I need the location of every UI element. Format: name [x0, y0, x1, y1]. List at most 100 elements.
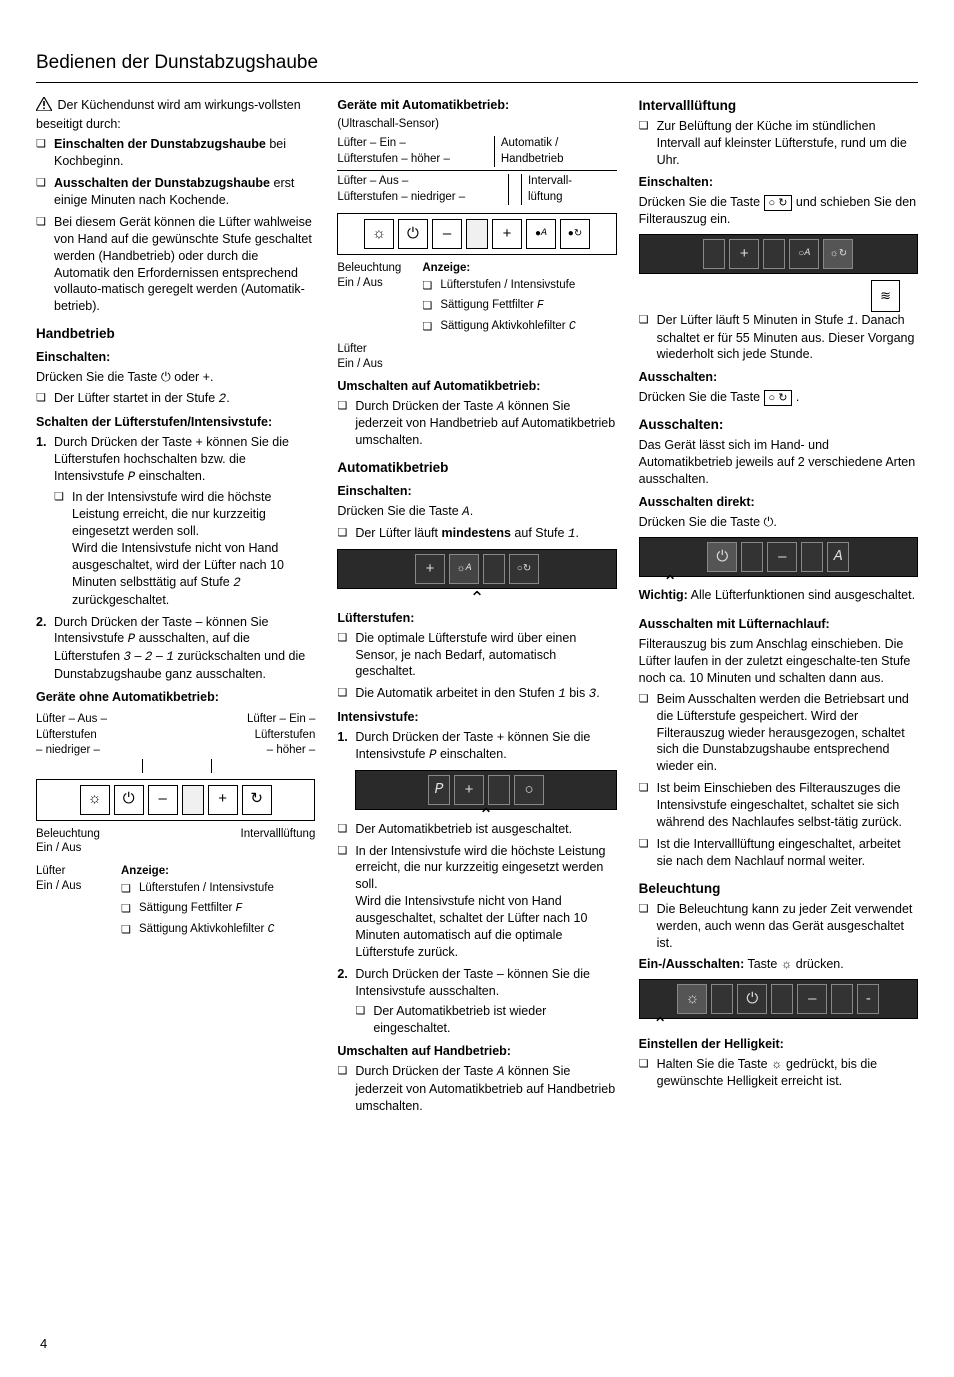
- dark-panel-diagram: ⏻ – A: [639, 537, 918, 577]
- warning-icon: [36, 97, 52, 116]
- text: Drücken Sie die Taste ⏻.: [639, 514, 918, 531]
- plus-button-icon: +: [454, 775, 484, 805]
- einschalten-heading: Einschalten:: [36, 349, 315, 366]
- list-item: In der Intensivstufe wird die höchste Le…: [337, 843, 616, 961]
- list-item: Sättigung Aktivkohlefilter C: [422, 319, 616, 335]
- diagram-labels-top: Lüfter – Aus – Lüfterstufen – niedriger …: [36, 712, 315, 759]
- plus-button-icon: +: [729, 239, 759, 269]
- power-button-icon: ⏻: [707, 542, 737, 572]
- intro-item: Einschalten der Dunstabzugshaube bei Koc…: [36, 136, 315, 170]
- text: Drücken Sie die Taste A.: [337, 503, 616, 521]
- plus-button-icon: +: [415, 554, 445, 584]
- list-item: Halten Sie die Taste ☼ gedrückt, bis die…: [639, 1056, 918, 1090]
- list-item: Die optimale Lüfterstufe wird über einen…: [337, 630, 616, 681]
- display-icon: [801, 542, 823, 572]
- display-icon: [703, 239, 725, 269]
- lufterstufen-heading: Lüfterstufen:: [337, 610, 616, 627]
- pointer-icon: ⌃: [337, 593, 616, 604]
- column-1: Der Küchendunst wird am wirkungs-vollste…: [36, 97, 315, 1120]
- diagram-callouts: Beleuchtung Ein / Aus Anzeige: Lüfterstu…: [337, 261, 616, 372]
- intro-item: Ausschalten der Dunstabzugshaube erst ei…: [36, 175, 315, 209]
- column-2: Geräte mit Automatikbetrieb: (Ultraschal…: [337, 97, 616, 1120]
- auto-button-icon: ☼A: [449, 554, 479, 584]
- nachlauf-heading: Ausschalten mit Lüfternachlauf:: [639, 616, 918, 633]
- list-item: Der Lüfter läuft 5 Minuten in Stufe 1. D…: [639, 312, 918, 364]
- display-icon: [483, 554, 505, 584]
- list-item: 1.Durch Drücken der Taste + können Sie d…: [337, 729, 616, 764]
- umschalten-hand-heading: Umschalten auf Handbetrieb:: [337, 1043, 616, 1060]
- ausschalten-main-heading: Ausschalten:: [639, 416, 918, 434]
- list-item: Durch Drücken der Taste A können Sie jed…: [337, 1063, 616, 1115]
- column-3: Intervalllüftung Zur Belüftung der Küche…: [639, 97, 918, 1120]
- ausschalten-heading: Ausschalten:: [639, 369, 918, 386]
- dark-panel-diagram: P + ○: [355, 770, 616, 810]
- intensiv-heading: Intensivstufe:: [337, 709, 616, 726]
- list-item: Sättigung Fettfilter F: [121, 901, 315, 917]
- auto-button-icon: ○ A: [789, 239, 819, 269]
- einschalten-heading: Einschalten:: [337, 483, 616, 500]
- list-item: Der Lüfter startet in der Stufe 2.: [36, 390, 315, 408]
- clock-button-icon: ○ ↻: [509, 554, 539, 584]
- power-button-icon: ⏻: [398, 219, 428, 249]
- list-item: Der Automatikbetrieb ist wieder eingesch…: [355, 1003, 616, 1037]
- pointer-icon: ⌃: [639, 1019, 918, 1030]
- list-item: Ist beim Einschieben des Filterauszuges …: [639, 780, 918, 831]
- display-icon: -: [857, 984, 879, 1014]
- list-item: Der Lüfter läuft mindestens auf Stufe 1.: [337, 525, 616, 543]
- pointer-icon: ⌃: [355, 810, 616, 821]
- intro-item: Bei diesem Gerät können die Lüfter wahlw…: [36, 214, 315, 315]
- list-item: Ist die Intervalllüftung eingeschaltet, …: [639, 836, 918, 870]
- circle-button-icon: ○: [514, 775, 544, 805]
- light-button-icon: ☼: [80, 785, 110, 815]
- display-icon: [763, 239, 785, 269]
- display-icon: A: [827, 542, 849, 572]
- minus-button-icon: –: [148, 785, 178, 815]
- diagram-callouts: Beleuchtung Ein / Aus Intervalllüftung L…: [36, 827, 315, 944]
- power-button-icon: ⏻: [114, 785, 144, 815]
- minus-button-icon: –: [767, 542, 797, 572]
- list-item: Sättigung Fettfilter F: [422, 298, 616, 314]
- dark-panel-diagram: + ☼A ○ ↻: [337, 549, 616, 589]
- schalten-heading: Schalten der Lüfterstufen/Intensivstufe:: [36, 414, 315, 431]
- power-button-icon: ⏻: [737, 984, 767, 1014]
- mit-heading: Geräte mit Automatikbetrieb:: [337, 97, 616, 114]
- title-rule: [36, 82, 918, 83]
- text: Drücken Sie die Taste ○ ↻ und schieben S…: [639, 194, 918, 228]
- list-item: Lüfterstufen / Intensivstufe: [121, 881, 315, 896]
- minus-button-icon: –: [797, 984, 827, 1014]
- intro-lead: Der Küchendunst wird am wirkungs-vollste…: [36, 97, 315, 133]
- ohne-heading: Geräte ohne Automatikbetrieb:: [36, 689, 315, 706]
- beleuchtung-heading: Beleuchtung: [639, 880, 918, 898]
- list-item: Durch Drücken der Taste A können Sie jed…: [337, 398, 616, 450]
- columns: Der Küchendunst wird am wirkungs-vollste…: [36, 97, 918, 1120]
- list-item: Zur Belüftung der Küche im stündlichen I…: [639, 118, 918, 169]
- text: Ein-/Ausschalten: Taste ☼ drücken.: [639, 956, 918, 973]
- page-title: Bedienen der Dunstabzugshaube: [36, 50, 918, 76]
- display-icon: [182, 785, 204, 815]
- einschalten-heading: Einschalten:: [639, 174, 918, 191]
- plus-button-icon: +: [208, 785, 238, 815]
- text: Filterauszug bis zum Anschlag einschiebe…: [639, 636, 918, 687]
- display-icon: [488, 775, 510, 805]
- list-item: 2.Durch Drücken der Taste – können Sie I…: [36, 614, 315, 684]
- text: Drücken Sie die Taste ⏻ oder +.: [36, 369, 315, 386]
- display-icon: [711, 984, 733, 1014]
- list-item: Sättigung Aktivkohlefilter C: [121, 922, 315, 938]
- text: Das Gerät lässt sich im Hand- und Automa…: [639, 437, 918, 488]
- dark-panel-diagram: + ○ A ☼↻: [639, 234, 918, 274]
- minus-button-icon: –: [432, 219, 462, 249]
- list-item: 2.Durch Drücken der Taste – können Sie d…: [337, 966, 616, 1038]
- control-panel-diagram: ☼ ⏻ – + ↻: [36, 779, 315, 821]
- list-item: In der Intensivstufe wird die höchste Le…: [54, 489, 315, 608]
- dark-panel-diagram: ☼ ⏻ – -: [639, 979, 918, 1019]
- display-icon: [831, 984, 853, 1014]
- clock-button-icon: ●↻: [560, 219, 590, 249]
- wave-icon: ≋: [871, 280, 900, 312]
- page-number: 4: [40, 1335, 47, 1353]
- wichtig-text: Wichtig: Alle Lüfterfunktionen sind ausg…: [639, 587, 918, 604]
- list-item: Die Beleuchtung kann zu jeder Zeit verwe…: [639, 901, 918, 952]
- display-icon: [466, 219, 488, 249]
- display-icon: [741, 542, 763, 572]
- light-button-icon: ☼: [677, 984, 707, 1014]
- light-button-icon: ☼: [364, 219, 394, 249]
